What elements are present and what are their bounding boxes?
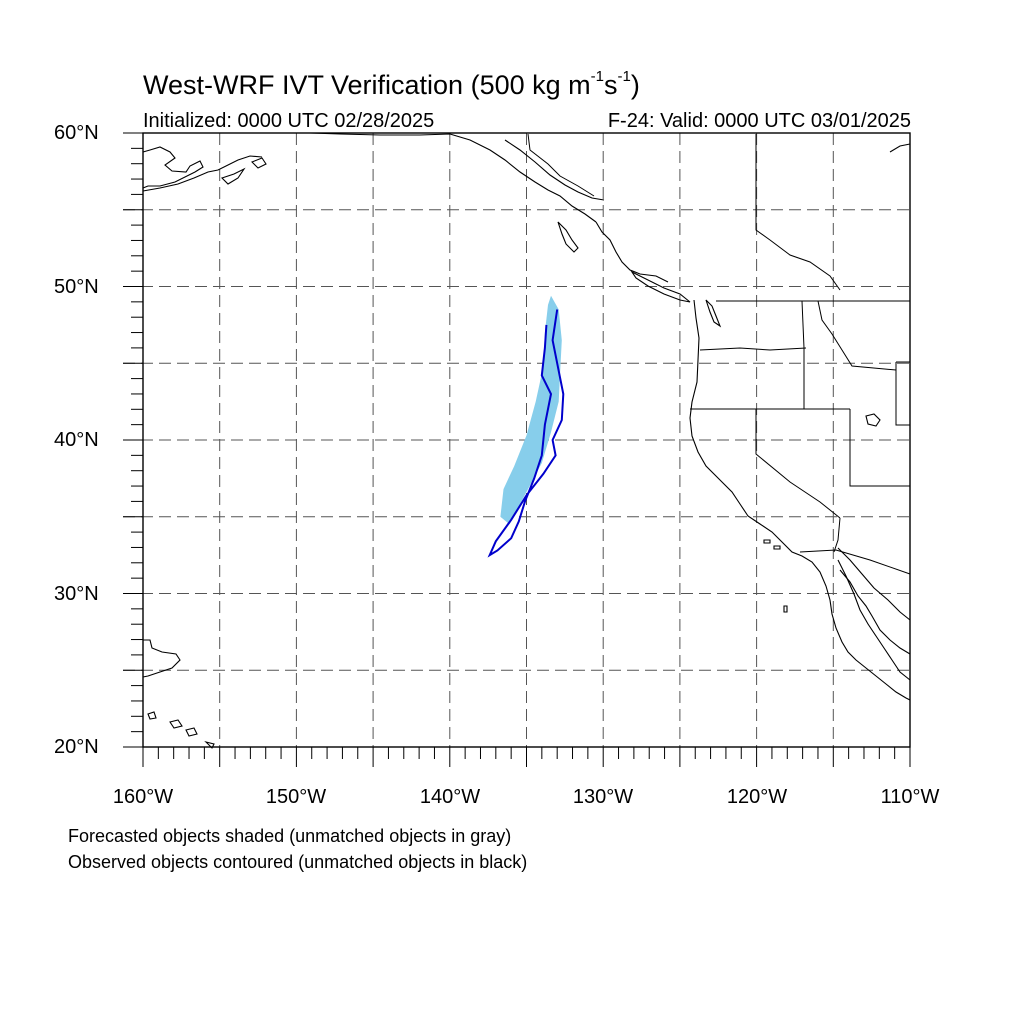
- title-exponent-2: -1: [617, 68, 631, 85]
- lat-label-20n: 20°N: [54, 736, 99, 758]
- observed-note: Observed objects contoured (unmatched ob…: [68, 852, 528, 872]
- border-wy: [895, 361, 910, 426]
- island-kodiak: [220, 167, 246, 185]
- lon-label-150w: 150°W: [265, 786, 327, 808]
- lat-label-30n: 30°N: [54, 583, 99, 605]
- title-exponent-1: -1: [590, 68, 604, 85]
- coast-panhandle: [504, 139, 605, 201]
- coast-west-us: [689, 299, 911, 701]
- lat-label-50n: 50°N: [54, 276, 99, 298]
- border-az-ca: [833, 517, 841, 553]
- coast-vancouver-island: [630, 270, 691, 303]
- forecast-note: Forecasted objects shaded (unmatched obj…: [68, 826, 512, 846]
- island-hawaii-2: [169, 719, 183, 729]
- coast-bc: [595, 221, 669, 283]
- island-hawaii-3: [185, 727, 198, 737]
- title-close: ): [630, 70, 640, 100]
- island-kenai: [251, 157, 267, 169]
- border-mexico: [799, 549, 911, 575]
- lat-label-40n: 40°N: [54, 429, 99, 451]
- coast-alaska: [142, 146, 204, 189]
- lon-label-130w: 130°W: [572, 786, 634, 808]
- island-channel: [763, 539, 781, 550]
- lon-label-120w: 120°W: [726, 786, 788, 808]
- coast-puget: [705, 299, 722, 328]
- political-borders: [527, 133, 911, 575]
- coast-gulf-california: [839, 569, 911, 655]
- title-unit-s: s: [603, 70, 618, 100]
- lake-great-salt: [865, 413, 881, 427]
- border-bc-alaska: [527, 133, 595, 197]
- border-id-wa: [801, 300, 805, 409]
- island-guadalupe: [783, 605, 788, 613]
- coast-alaska-peninsula: [142, 155, 263, 192]
- island-hawaii-1: [147, 711, 157, 720]
- coast-gulf-alaska: [309, 132, 597, 223]
- coast-baja-east: [837, 559, 911, 681]
- graticule: [123, 133, 910, 747]
- lon-label-160w: 160°W: [112, 786, 174, 808]
- coast-haida-gwaii: [557, 221, 579, 253]
- island-hawaii-big: [142, 639, 181, 678]
- coast-ne-corner: [889, 143, 911, 153]
- island-hawaii-4: [204, 740, 215, 749]
- coastlines: [142, 132, 911, 749]
- title-text: West-WRF IVT Verification (500 kg m: [143, 70, 591, 100]
- border-or-wa: [699, 347, 807, 351]
- observed-ivt-contour: [487, 309, 565, 558]
- axis-ticks: [123, 132, 911, 767]
- lon-label-110w: 110°W: [880, 786, 940, 808]
- border-alberta: [755, 134, 841, 291]
- border-nv-ut: [849, 409, 910, 487]
- border-ca-nv: [755, 409, 841, 519]
- lon-label-140w: 140°W: [419, 786, 481, 808]
- border-idaho-montana: [817, 300, 897, 371]
- lat-label-60n: 60°N: [54, 122, 99, 144]
- forecast-ivt-object: [500, 295, 562, 525]
- coast-mexico-mainland: [837, 547, 911, 621]
- chart-title: West-WRF IVT Verification (500 kg m-1s-1…: [143, 68, 640, 101]
- initialized-label: Initialized: 0000 UTC 02/28/2025: [143, 110, 435, 132]
- valid-time-label: F-24: Valid: 0000 UTC 03/01/2025: [607, 110, 911, 132]
